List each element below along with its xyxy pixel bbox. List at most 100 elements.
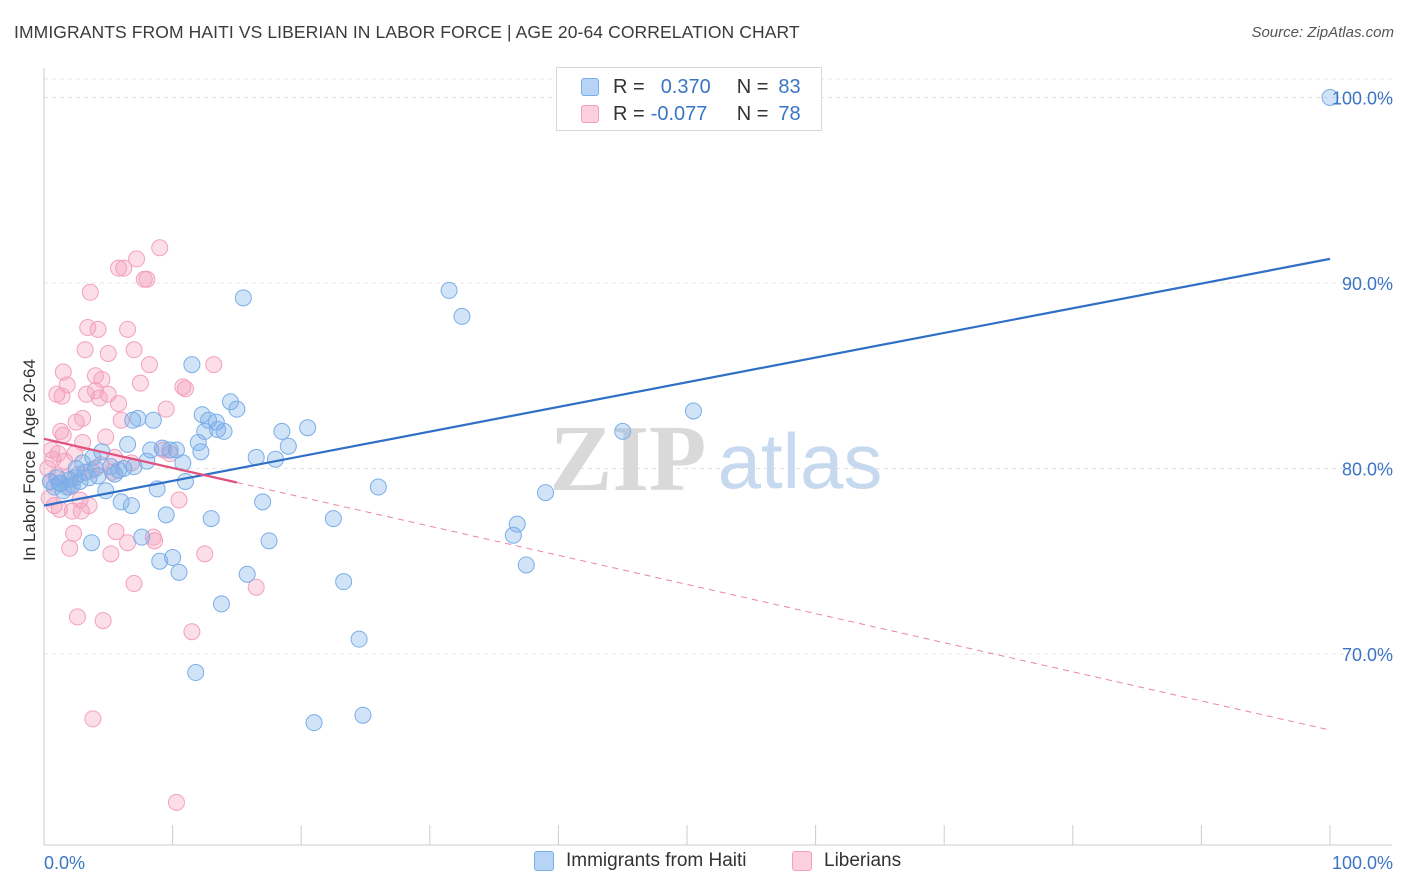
liberian-point [54, 426, 72, 444]
liberian-point [74, 409, 92, 427]
haiti-point [684, 402, 702, 420]
bottom-legend-liberian: Liberians [792, 850, 901, 872]
liberian-point [205, 356, 223, 374]
haiti-point [122, 497, 140, 515]
liberian-point [54, 363, 72, 381]
haiti-point [196, 422, 214, 440]
liberian-point [90, 389, 108, 407]
haiti-point [164, 549, 182, 567]
liberian-point [79, 319, 97, 337]
stats-legend: R = 0.370 N = 83 R = -0.077 N = 78 [556, 67, 822, 131]
haiti-point [234, 289, 252, 307]
liberian-point [174, 378, 192, 396]
liberian-point [183, 623, 201, 641]
source-credit: Source: ZipAtlas.com [1251, 24, 1394, 41]
haiti-point [89, 467, 107, 485]
liberian-point [110, 395, 128, 413]
haiti-point [133, 528, 151, 546]
haiti-point [279, 437, 297, 455]
liberian-point [93, 370, 111, 388]
liberian-trend-solid [43, 437, 238, 484]
haiti-point [209, 421, 227, 439]
liberian-point [53, 387, 71, 405]
liberian-point [140, 356, 158, 374]
liberian-point [157, 400, 175, 418]
liberian-trend-dashed [236, 482, 1331, 731]
y-tick-label: 80.0% [1342, 460, 1393, 480]
haiti-point [305, 714, 323, 732]
haiti-point [50, 474, 68, 492]
haiti-point [614, 422, 632, 440]
tick-labels: 70.0% 80.0% 90.0% 100.0% 0.0% 100.0% [44, 89, 1393, 874]
haiti-point [504, 526, 522, 544]
liberian-point [128, 250, 146, 268]
liberian-point [102, 545, 120, 563]
haiti-point [260, 532, 278, 550]
legend-row-liberian: R = -0.077 N = 78 [581, 101, 801, 127]
haiti-point [67, 460, 85, 477]
liberian-point [146, 532, 164, 550]
haiti-point [112, 493, 130, 511]
haiti-point [212, 595, 230, 613]
liberian-point [81, 283, 99, 301]
liberian-point [72, 502, 90, 520]
liberian-point [77, 385, 95, 403]
liberian-point [58, 376, 76, 394]
liberian-point [89, 320, 107, 338]
haiti-point [299, 419, 317, 437]
liberian-point [125, 575, 143, 593]
x-tick-label-max: 100.0% [1332, 853, 1393, 873]
haiti-point [192, 443, 210, 461]
haiti-point [66, 469, 84, 487]
r-label: R = [613, 75, 645, 98]
haiti-point [369, 478, 387, 496]
liberian-point [110, 259, 128, 277]
haiti-point [153, 439, 171, 457]
liberian-point [247, 578, 265, 596]
haiti-point [193, 406, 211, 424]
watermark-zip: ZIP [550, 407, 707, 511]
liberian-point [65, 524, 83, 542]
y-tick-label: 70.0% [1342, 645, 1393, 665]
n-label: N = [736, 102, 769, 125]
haiti-point [157, 506, 175, 524]
haiti-point [508, 515, 526, 533]
haiti-point [238, 565, 256, 583]
haiti-point [354, 706, 372, 724]
liberian-swatch [581, 105, 599, 123]
r-value: 0.370 [660, 75, 711, 98]
haiti-legend-swatch [534, 851, 554, 871]
y-tick-label: 90.0% [1342, 274, 1393, 294]
liberian-point [68, 608, 86, 626]
chart-title: IMMIGRANTS FROM HAITI VS LIBERIAN IN LAB… [14, 22, 800, 42]
n-label: N = [736, 75, 769, 98]
liberian-point [112, 411, 130, 429]
haiti-point [335, 573, 353, 591]
bottom-legend-haiti: Immigrants from Haiti [534, 850, 747, 872]
x-tick-label-min: 0.0% [44, 853, 85, 873]
haiti-point [1321, 89, 1339, 106]
n-value: 83 [778, 75, 801, 98]
liberian-point [39, 460, 57, 477]
haiti-swatch [581, 78, 599, 96]
haiti-point [453, 307, 471, 325]
liberian-point [50, 500, 68, 518]
liberian-point [49, 445, 67, 463]
watermark-atlas: atlas [718, 417, 883, 505]
liberian-legend-swatch [792, 851, 812, 871]
haiti-point [440, 281, 458, 299]
haiti-points [41, 89, 1339, 732]
haiti-point [97, 482, 115, 500]
liberian-point [76, 341, 94, 359]
liberian-points [39, 239, 265, 811]
haiti-point [183, 356, 201, 374]
haiti-point [176, 472, 194, 490]
liberian-point [119, 320, 137, 338]
liberian-point [115, 259, 133, 277]
liberian-legend-label: Liberians [824, 850, 902, 871]
haiti-point [170, 563, 188, 581]
haiti-point [187, 664, 205, 682]
liberian-point [94, 612, 112, 630]
haiti-point [228, 400, 246, 418]
